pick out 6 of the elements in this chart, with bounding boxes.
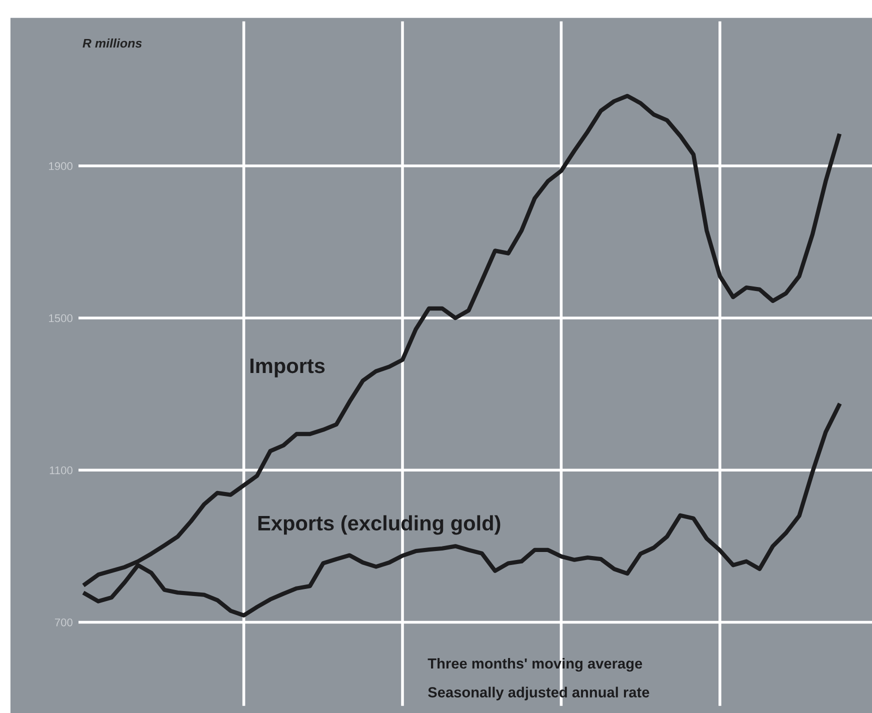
y-tick-label: 700	[54, 618, 72, 626]
y-tick-label: 1900	[49, 162, 72, 170]
y-tick-label: 1100	[50, 466, 72, 474]
series-label: Imports	[250, 358, 325, 378]
y-tick-label: 1500	[49, 314, 72, 322]
y-axis-title: R millions	[82, 38, 142, 48]
